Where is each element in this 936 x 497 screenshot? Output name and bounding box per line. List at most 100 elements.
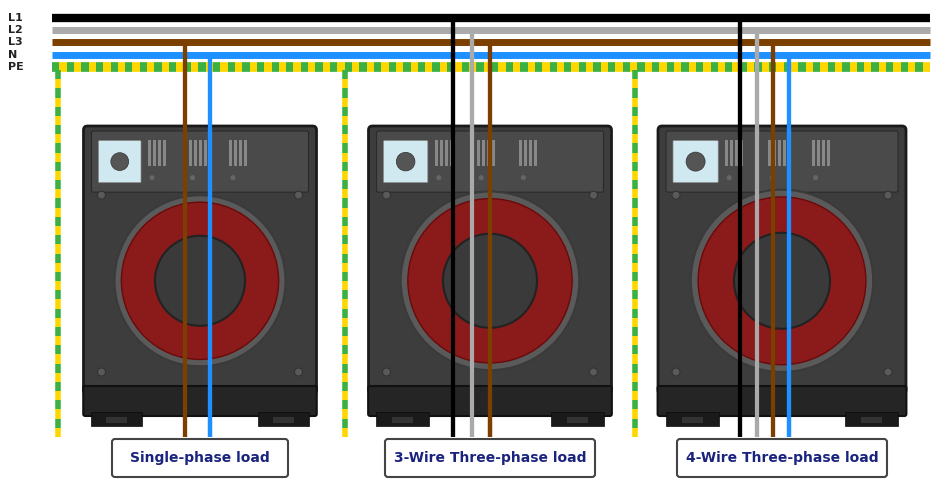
Circle shape xyxy=(295,368,302,376)
Circle shape xyxy=(97,368,106,376)
Text: L3: L3 xyxy=(8,37,22,47)
Bar xyxy=(783,140,786,166)
Bar xyxy=(740,140,743,166)
Circle shape xyxy=(478,175,484,180)
FancyBboxPatch shape xyxy=(384,141,428,182)
Bar xyxy=(229,140,232,166)
FancyBboxPatch shape xyxy=(83,386,316,416)
FancyBboxPatch shape xyxy=(172,204,228,222)
FancyBboxPatch shape xyxy=(83,126,316,394)
Text: 3-Wire Three-phase load: 3-Wire Three-phase load xyxy=(394,451,586,465)
Bar xyxy=(730,140,733,166)
Bar xyxy=(153,140,156,166)
Circle shape xyxy=(813,175,818,180)
FancyBboxPatch shape xyxy=(98,141,141,182)
Bar xyxy=(665,412,720,426)
Bar xyxy=(844,412,899,426)
Bar xyxy=(534,140,537,166)
Bar xyxy=(773,140,776,166)
Bar xyxy=(203,140,207,166)
Circle shape xyxy=(884,368,892,376)
Circle shape xyxy=(443,234,537,328)
Circle shape xyxy=(230,175,236,180)
Text: Single-phase load: Single-phase load xyxy=(130,451,270,465)
FancyBboxPatch shape xyxy=(753,204,812,222)
Circle shape xyxy=(401,191,579,370)
FancyBboxPatch shape xyxy=(376,131,604,192)
Bar xyxy=(392,417,413,422)
Bar xyxy=(273,417,294,422)
Bar xyxy=(768,140,771,166)
Text: L1: L1 xyxy=(8,13,22,23)
Bar xyxy=(234,140,237,166)
Bar xyxy=(816,140,820,166)
Bar xyxy=(735,140,739,166)
Bar xyxy=(812,140,814,166)
Bar xyxy=(519,140,522,166)
Circle shape xyxy=(155,236,245,326)
Circle shape xyxy=(770,175,775,180)
Circle shape xyxy=(114,195,285,366)
Circle shape xyxy=(436,175,441,180)
FancyBboxPatch shape xyxy=(385,439,595,477)
Bar xyxy=(551,412,604,426)
Circle shape xyxy=(521,175,526,180)
Bar xyxy=(440,140,443,166)
Bar xyxy=(163,140,166,166)
Circle shape xyxy=(150,175,154,180)
Circle shape xyxy=(590,368,597,376)
Bar xyxy=(482,140,485,166)
Bar xyxy=(376,412,429,426)
Circle shape xyxy=(686,152,705,171)
Bar xyxy=(725,140,728,166)
Bar xyxy=(445,140,447,166)
FancyBboxPatch shape xyxy=(112,439,288,477)
FancyBboxPatch shape xyxy=(673,141,718,182)
Circle shape xyxy=(97,191,106,199)
Bar xyxy=(861,417,883,422)
Bar xyxy=(148,140,151,166)
Bar xyxy=(822,140,825,166)
FancyBboxPatch shape xyxy=(677,439,887,477)
Circle shape xyxy=(672,191,680,199)
Text: PE: PE xyxy=(8,62,23,72)
Bar xyxy=(107,417,126,422)
Bar xyxy=(530,140,533,166)
FancyBboxPatch shape xyxy=(666,131,898,192)
Text: N: N xyxy=(8,50,17,60)
Text: 4-Wire Three-phase load: 4-Wire Three-phase load xyxy=(686,451,878,465)
Bar xyxy=(567,417,588,422)
Circle shape xyxy=(726,175,732,180)
FancyBboxPatch shape xyxy=(658,126,906,394)
FancyBboxPatch shape xyxy=(461,204,519,222)
Bar xyxy=(826,140,829,166)
Bar xyxy=(188,140,192,166)
Circle shape xyxy=(691,189,873,372)
Bar xyxy=(477,140,480,166)
Bar xyxy=(487,140,490,166)
Text: L2: L2 xyxy=(8,25,22,35)
Bar xyxy=(492,140,495,166)
Circle shape xyxy=(383,191,390,199)
Bar xyxy=(198,140,201,166)
Circle shape xyxy=(295,191,302,199)
Circle shape xyxy=(190,175,195,180)
Bar xyxy=(91,412,141,426)
Bar xyxy=(239,140,242,166)
Circle shape xyxy=(590,191,597,199)
FancyBboxPatch shape xyxy=(369,126,611,394)
Circle shape xyxy=(734,233,830,329)
Circle shape xyxy=(884,191,892,199)
Bar xyxy=(258,412,309,426)
Circle shape xyxy=(122,202,279,359)
Circle shape xyxy=(396,152,415,171)
Circle shape xyxy=(110,153,128,170)
Bar xyxy=(435,140,438,166)
Circle shape xyxy=(383,368,390,376)
FancyBboxPatch shape xyxy=(368,386,612,416)
FancyBboxPatch shape xyxy=(658,386,906,416)
Bar xyxy=(194,140,197,166)
FancyBboxPatch shape xyxy=(92,131,309,192)
Circle shape xyxy=(408,199,572,363)
Bar xyxy=(779,140,782,166)
